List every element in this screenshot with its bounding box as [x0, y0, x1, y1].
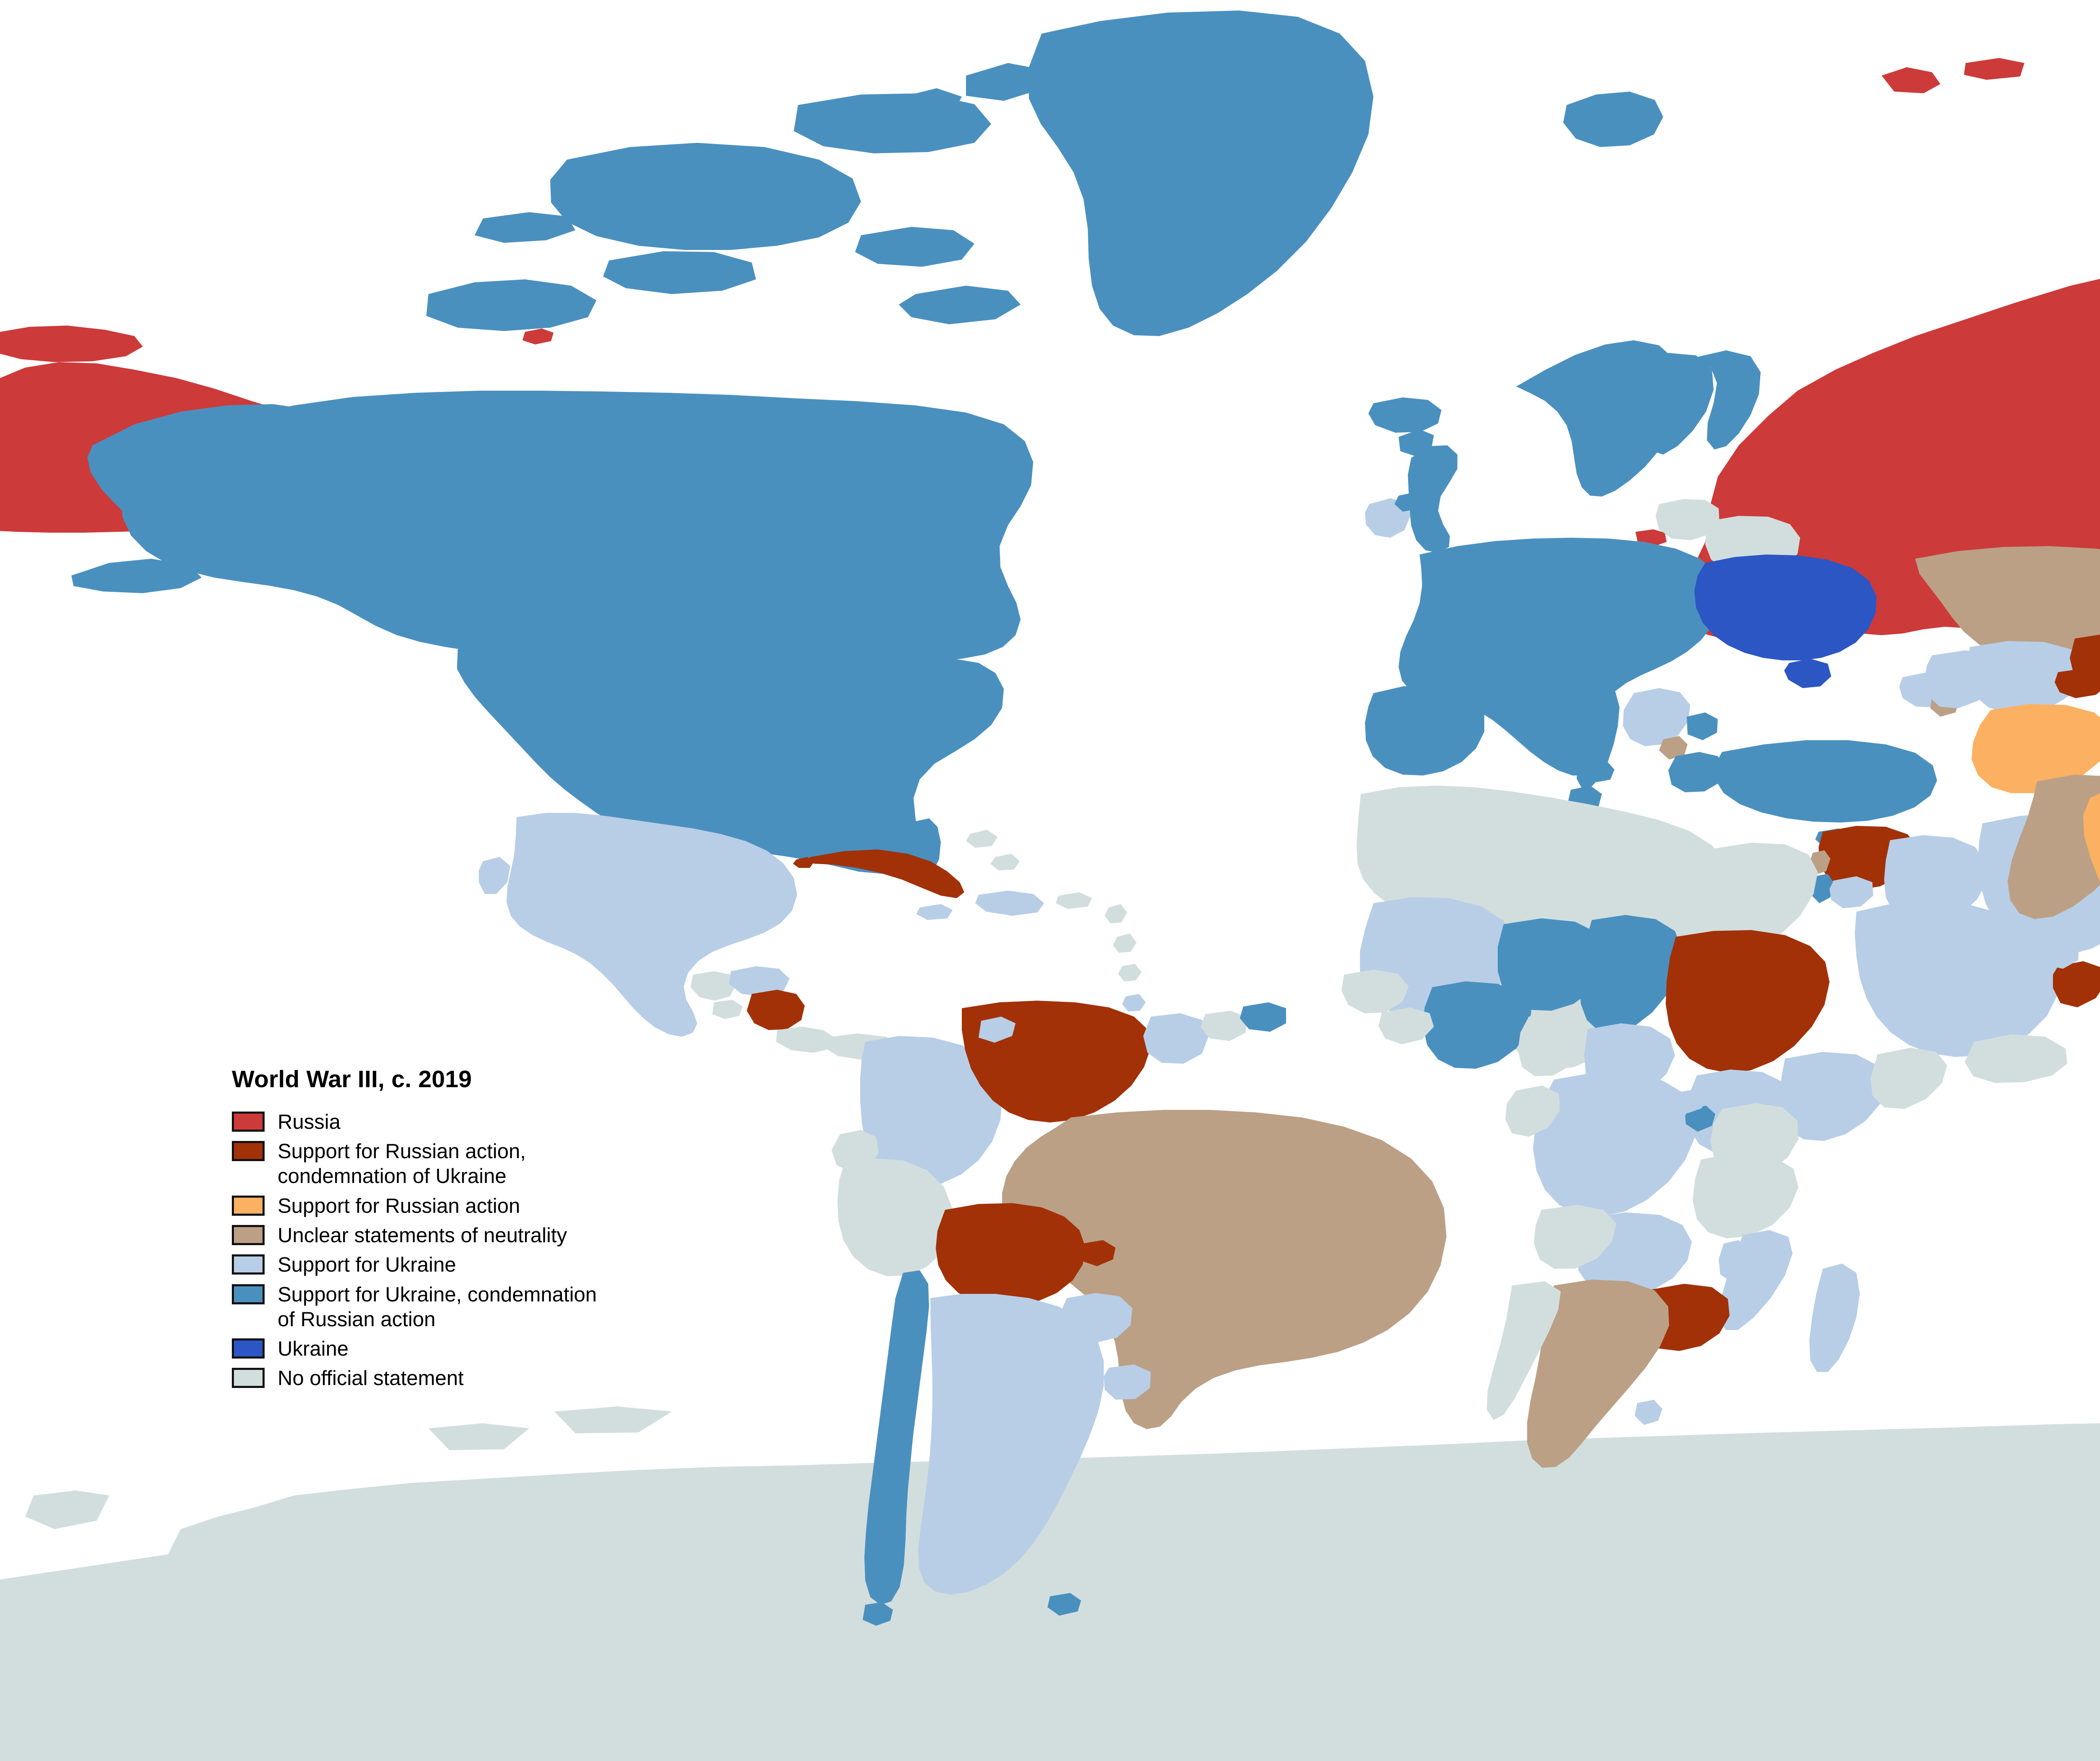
legend-swatch-pro-ukraine-anti-russia	[232, 1284, 265, 1304]
legend-swatch-pro-ukraine	[232, 1254, 265, 1275]
legend-label-ukraine: Ukraine	[278, 1338, 349, 1361]
legend-item-pro-ukraine-anti-russia[interactable]: Support for Ukraine, condemnation of Rus…	[232, 1283, 610, 1333]
legend-item-pro-russia-anti-ukraine[interactable]: Support for Russian action, condemnation…	[232, 1139, 610, 1189]
legend-label-pro-russia: Support for Russian action	[278, 1194, 520, 1217]
legend-label-no-statement: No official statement	[278, 1367, 464, 1390]
legend-label-pro-ukraine-anti-russia: Support for Ukraine, condemnation of Rus…	[278, 1283, 597, 1331]
region-asia[interactable]	[1915, 546, 2100, 1128]
legend-label-pro-ukraine: Support for Ukraine	[278, 1254, 456, 1277]
legend-item-ukraine[interactable]: Ukraine	[232, 1337, 610, 1361]
legend-swatch-russia	[232, 1111, 265, 1132]
legend-item-neutral-unclear[interactable]: Unclear statements of neutrality	[232, 1223, 610, 1248]
legend-label-neutral-unclear: Unclear statements of neutrality	[278, 1224, 567, 1247]
legend-item-no-statement[interactable]: No official statement	[232, 1366, 610, 1391]
legend-label-pro-russia-anti-ukraine: Support for Russian action, condemnation…	[278, 1140, 526, 1188]
legend-swatch-no-statement	[232, 1368, 265, 1388]
legend-swatch-ukraine	[232, 1338, 265, 1359]
legend-swatch-pro-russia-anti-ukraine	[232, 1141, 265, 1162]
region-north-america[interactable]	[71, 11, 1373, 1060]
legend-swatch-pro-russia	[232, 1195, 265, 1216]
legend-item-pro-russia[interactable]: Support for Russian action	[232, 1194, 610, 1219]
region-antarctica[interactable]	[0, 1340, 2100, 1761]
legend-title: World War III, c. 2019	[232, 1066, 472, 1093]
legend-label-russia: Russia	[278, 1110, 341, 1133]
region-africa[interactable]	[1341, 786, 1947, 1468]
region-europe[interactable]	[1365, 92, 1959, 848]
legend-item-russia[interactable]: Russia	[232, 1110, 610, 1135]
legend-swatch-neutral-unclear	[232, 1225, 265, 1245]
legend-item-pro-ukraine[interactable]: Support for Ukraine	[232, 1253, 610, 1277]
map-legend: World War III, c. 2019 Russia Support fo…	[232, 1067, 610, 1396]
region-south-america[interactable]	[832, 1001, 1446, 1626]
